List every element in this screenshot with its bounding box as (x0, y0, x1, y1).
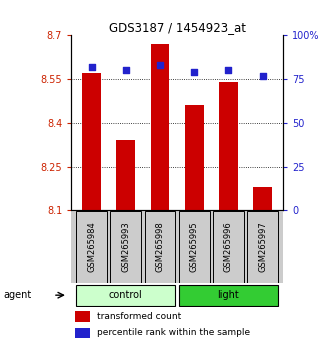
Bar (75, 311, 90, 322)
Point (260, 73, 265, 79)
Text: GSM265997: GSM265997 (258, 222, 267, 272)
FancyBboxPatch shape (213, 211, 244, 282)
FancyBboxPatch shape (179, 211, 210, 282)
Bar (219, 82, 238, 210)
FancyBboxPatch shape (179, 285, 278, 306)
Text: GSM265995: GSM265995 (190, 222, 199, 272)
Text: GSM265996: GSM265996 (224, 222, 233, 272)
Text: control: control (109, 290, 143, 300)
Bar (151, 44, 169, 210)
FancyBboxPatch shape (247, 211, 278, 282)
Text: GSM265998: GSM265998 (156, 222, 165, 272)
Bar (253, 187, 272, 210)
Title: GDS3187 / 1454923_at: GDS3187 / 1454923_at (109, 21, 246, 34)
Point (157, 62, 163, 68)
Text: GSM265993: GSM265993 (121, 222, 130, 272)
FancyBboxPatch shape (76, 211, 107, 282)
Bar (185, 105, 204, 210)
Text: percentile rank within the sample: percentile rank within the sample (97, 329, 250, 337)
FancyBboxPatch shape (111, 211, 141, 282)
Point (226, 68, 231, 73)
Text: light: light (217, 290, 239, 300)
Text: transformed count: transformed count (97, 312, 181, 321)
Bar (82, 73, 101, 210)
Text: GSM265984: GSM265984 (87, 222, 96, 272)
FancyBboxPatch shape (76, 285, 175, 306)
Text: agent: agent (3, 290, 31, 300)
FancyBboxPatch shape (145, 211, 175, 282)
Point (192, 69, 197, 75)
Bar (75, 328, 90, 338)
Point (123, 68, 128, 73)
Point (89, 64, 94, 70)
Bar (117, 141, 135, 210)
